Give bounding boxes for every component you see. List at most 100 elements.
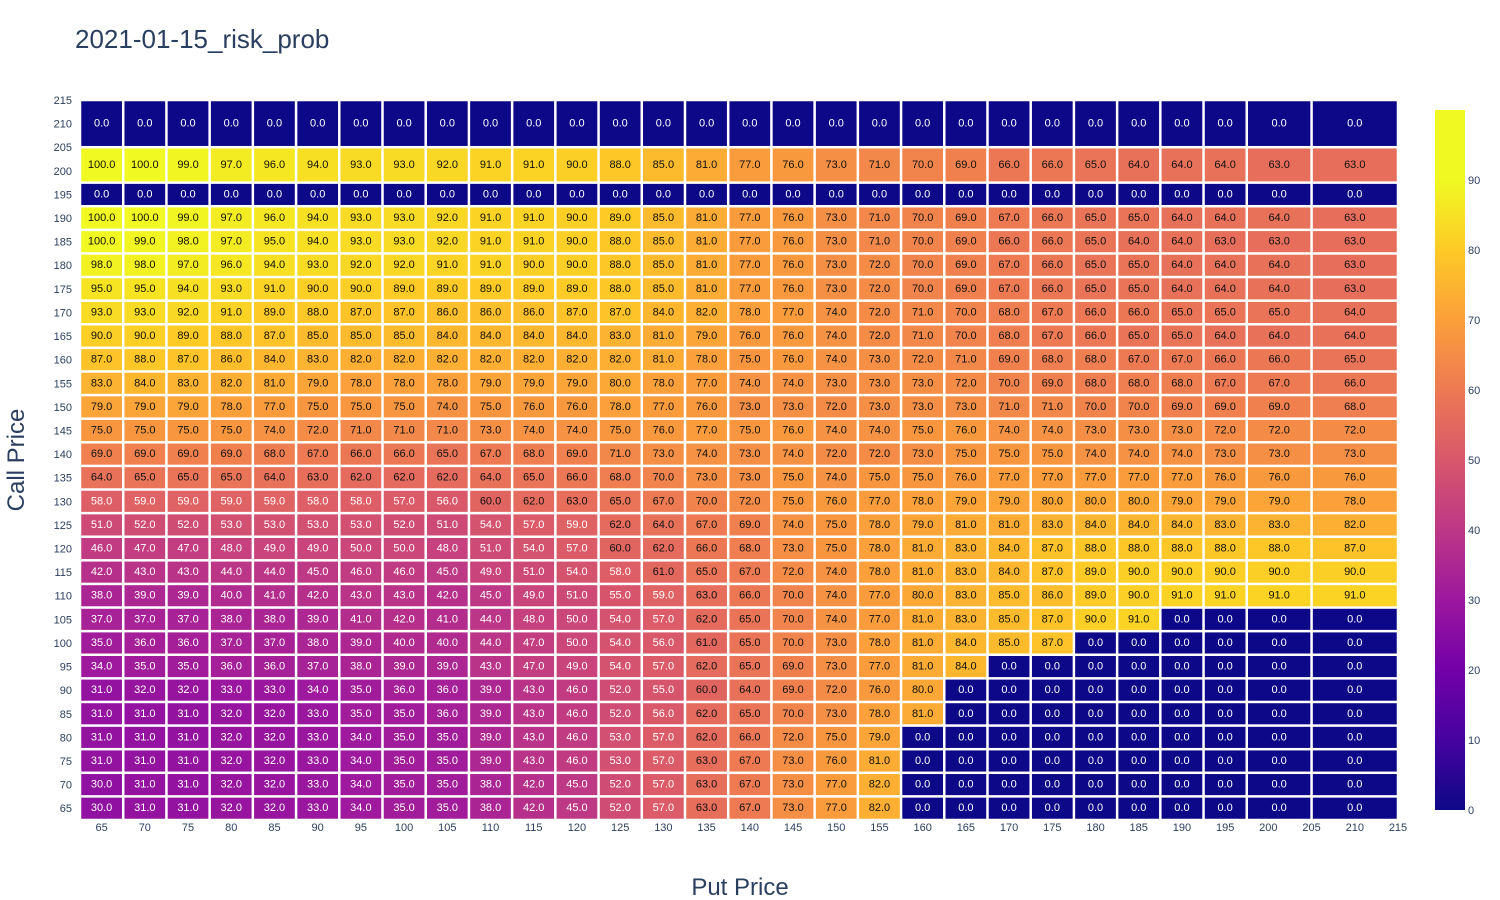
- heatmap-cell: [210, 301, 252, 324]
- cell-value-label: 69.0: [998, 354, 1019, 366]
- heatmap-cell: [556, 349, 598, 371]
- cell-value-label: 40.0: [437, 637, 458, 649]
- y-tick-label: 200: [54, 166, 72, 178]
- cell-value-label: 73.0: [955, 401, 976, 413]
- heatmap-cell: [1204, 703, 1246, 725]
- heatmap-cell: [729, 349, 771, 371]
- cell-value-label: 38.0: [264, 613, 285, 625]
- heatmap-cell: [902, 372, 944, 394]
- cell-value-label: 0.0: [1272, 661, 1287, 673]
- heatmap-cell: [902, 561, 944, 583]
- cell-value-label: 87.0: [177, 354, 198, 366]
- heatmap-cell: [599, 183, 641, 205]
- cell-value-label: 89.0: [609, 212, 630, 224]
- cell-value-label: 31.0: [177, 755, 198, 767]
- cell-value-label: 93.0: [393, 236, 414, 248]
- heatmap-cell: [902, 490, 944, 512]
- heatmap-cell: [340, 254, 382, 276]
- cell-value-label: 83.0: [955, 590, 976, 602]
- heatmap-cell: [1075, 301, 1116, 324]
- heatmap-cell: [729, 632, 771, 654]
- cell-value-label: 91.0: [523, 159, 544, 171]
- cell-value-label: 82.0: [350, 354, 371, 366]
- cell-value-label: 93.0: [350, 159, 371, 171]
- cell-value-label: 74.0: [826, 613, 847, 625]
- cell-value-label: 66.0: [1042, 259, 1063, 271]
- heatmap-cell: [1248, 467, 1311, 489]
- heatmap-cell: [599, 632, 641, 654]
- heatmap-cell: [1031, 148, 1073, 182]
- cell-value-label: 31.0: [134, 708, 155, 720]
- heatmap-cell: [643, 726, 684, 748]
- heatmap-cell: [1031, 585, 1073, 607]
- cell-value-label: 36.0: [221, 661, 242, 673]
- heatmap-cell: [1248, 750, 1311, 772]
- cell-value-label: 70.0: [912, 159, 933, 171]
- heatmap-cell: [254, 396, 295, 418]
- cell-value-label: 47.0: [523, 661, 544, 673]
- heatmap-cell: [1161, 349, 1203, 371]
- heatmap-cell: [1031, 774, 1073, 796]
- x-tick-label: 205: [1302, 822, 1320, 834]
- heatmap-cell: [1031, 207, 1073, 229]
- x-axis-title: Put Price: [691, 874, 788, 900]
- cell-value-label: 31.0: [91, 708, 112, 720]
- heatmap-cell: [81, 349, 122, 371]
- cell-value-label: 44.0: [480, 637, 501, 649]
- cell-value-label: 47.0: [523, 637, 544, 649]
- cell-value-label: 43.0: [523, 731, 544, 743]
- heatmap-cell: [599, 443, 641, 465]
- heatmap-cell: [556, 750, 598, 772]
- cell-value-label: 0.0: [958, 779, 973, 791]
- cell-value-label: 66.0: [739, 731, 760, 743]
- cell-value-label: 75.0: [177, 424, 198, 436]
- heatmap-cell: [1161, 537, 1203, 560]
- heatmap-cell: [1248, 101, 1311, 146]
- cell-value-label: 50.0: [566, 637, 587, 649]
- heatmap-cell: [1161, 585, 1203, 607]
- cell-value-label: 67.0: [1171, 354, 1192, 366]
- heatmap-cell: [599, 254, 641, 276]
- cell-value-label: 71.0: [393, 424, 414, 436]
- heatmap-cell: [1031, 656, 1073, 678]
- cell-value-label: 58.0: [609, 566, 630, 578]
- cell-value-label: 33.0: [307, 731, 328, 743]
- heatmap-cell: [124, 490, 166, 512]
- x-tick-label: 180: [1086, 822, 1104, 834]
- heatmap-cell: [383, 797, 425, 819]
- heatmap-cell: [556, 608, 598, 630]
- cell-value-label: 65.0: [1171, 330, 1192, 342]
- heatmap-cell: [1031, 231, 1073, 253]
- heatmap-cell: [1312, 514, 1397, 536]
- heatmap-cell: [1118, 726, 1160, 748]
- heatmap-cell: [772, 774, 814, 796]
- heatmap-cell: [513, 325, 555, 347]
- heatmap-cell: [643, 490, 684, 512]
- cell-value-label: 44.0: [480, 613, 501, 625]
- cell-value-label: 38.0: [480, 779, 501, 791]
- cell-value-label: 63.0: [696, 590, 717, 602]
- cell-value-label: 66.0: [1128, 306, 1149, 318]
- cell-value-label: 0.0: [1217, 802, 1232, 814]
- cell-value-label: 0.0: [180, 188, 195, 200]
- cell-value-label: 97.0: [221, 159, 242, 171]
- cell-value-label: 0.0: [958, 755, 973, 767]
- x-tick-label: 70: [139, 822, 151, 834]
- cell-value-label: 72.0: [826, 448, 847, 460]
- y-tick-label: 105: [54, 614, 72, 626]
- cell-value-label: 85.0: [653, 212, 674, 224]
- cell-value-label: 80.0: [1128, 495, 1149, 507]
- heatmap-cell: [1204, 656, 1246, 678]
- cell-value-label: 77.0: [1042, 472, 1063, 484]
- cell-value-label: 90.0: [1344, 566, 1365, 578]
- heatmap-cell: [556, 278, 598, 300]
- cell-value-label: 31.0: [177, 708, 198, 720]
- heatmap-cell: [1161, 561, 1203, 583]
- heatmap-cell: [383, 585, 425, 607]
- cell-value-label: 0.0: [1174, 637, 1189, 649]
- cell-value-label: 74.0: [826, 566, 847, 578]
- heatmap-cell: [1075, 703, 1116, 725]
- y-tick-label: 120: [54, 544, 72, 556]
- cell-value-label: 33.0: [307, 802, 328, 814]
- cell-value-label: 84.0: [955, 637, 976, 649]
